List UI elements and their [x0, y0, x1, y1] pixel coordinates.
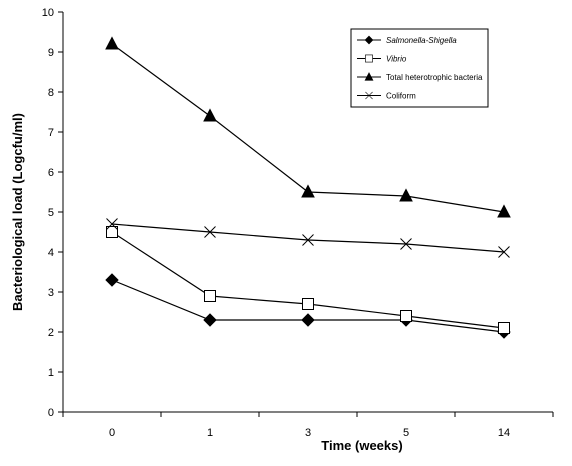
- data-point: [105, 36, 119, 50]
- y-tick-label: 7: [48, 127, 54, 139]
- y-tick-label: 3: [48, 287, 54, 299]
- legend-label: Salmonella-Shigella: [386, 36, 457, 45]
- data-point: [498, 246, 510, 258]
- x-tick-label: 14: [498, 427, 510, 439]
- data-point: [204, 226, 216, 238]
- legend-marker: [365, 91, 373, 100]
- y-tick-label: 5: [48, 207, 54, 219]
- legend-label: Total heterotrophic bacteria: [386, 73, 483, 82]
- y-tick-label: 4: [48, 247, 54, 259]
- legend-marker: [364, 35, 374, 45]
- data-point: [203, 313, 217, 327]
- data-point: [302, 298, 314, 310]
- data-point: [301, 184, 315, 198]
- y-tick-label: 10: [42, 7, 54, 19]
- x-tick-label: 1: [207, 427, 213, 439]
- data-point: [498, 322, 510, 334]
- data-point: [106, 218, 118, 230]
- legend-label: Coliform: [386, 92, 416, 101]
- data-point: [204, 290, 216, 302]
- y-tick-label: 0: [48, 407, 54, 419]
- x-tick-label: 3: [305, 427, 311, 439]
- legend-box: [350, 28, 489, 108]
- data-point: [400, 310, 412, 322]
- y-tick-label: 9: [48, 47, 54, 59]
- y-tick-label: 1: [48, 367, 54, 379]
- data-point: [497, 204, 511, 218]
- data-point: [302, 234, 314, 246]
- data-point: [106, 226, 118, 238]
- y-axis-title: Bacteriological load (Logcfu/ml): [10, 113, 25, 311]
- x-tick-label: 0: [109, 427, 115, 439]
- data-point: [105, 273, 119, 287]
- legend-label: Vibrio: [386, 55, 407, 64]
- y-tick-label: 2: [48, 327, 54, 339]
- data-point: [399, 188, 413, 202]
- y-tick-label: 8: [48, 87, 54, 99]
- legend-marker: [364, 72, 374, 81]
- data-point: [203, 108, 217, 122]
- y-tick-label: 6: [48, 167, 54, 179]
- legend-marker: [365, 54, 373, 63]
- x-tick-label: 5: [403, 427, 409, 439]
- x-axis-title: Time (weeks): [321, 438, 402, 453]
- data-point: [400, 238, 412, 250]
- data-point: [301, 313, 315, 327]
